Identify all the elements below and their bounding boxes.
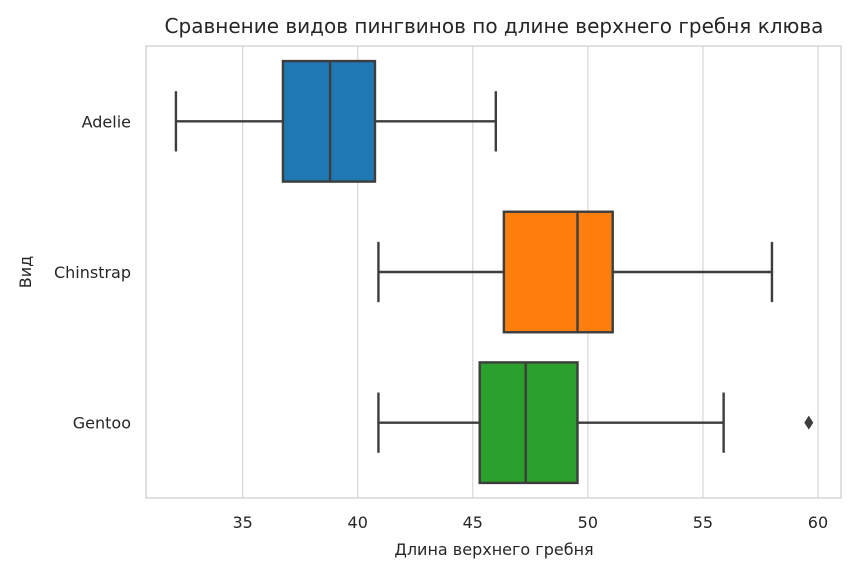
x-axis-label: Длина верхнего гребня [394, 540, 593, 559]
x-tick-labels: 35 40 45 50 55 60 [232, 513, 828, 532]
y-axis-label: Вид [16, 256, 35, 288]
boxes [174, 59, 814, 485]
y-tick-label-adelie: Adelie [82, 112, 131, 131]
y-tick-label-gentoo: Gentoo [73, 414, 131, 433]
box-gentoo [377, 361, 814, 485]
y-tick-labels: Adelie Chinstrap Gentoo [54, 112, 131, 432]
iqr-box-chinstrap [502, 210, 614, 334]
chart-title: Сравнение видов пингвинов по длине верхн… [165, 14, 824, 38]
x-tick-label-50: 50 [578, 513, 598, 532]
x-tick-label-40: 40 [348, 513, 368, 532]
x-tick-label-35: 35 [232, 513, 252, 532]
iqr-box-gentoo [478, 361, 579, 485]
x-tick-label-45: 45 [463, 513, 483, 532]
y-tick-label-chinstrap: Chinstrap [54, 263, 131, 282]
outlier-gentoo-0 [804, 415, 814, 430]
x-tick-label-60: 60 [808, 513, 828, 532]
box-adelie [174, 59, 498, 183]
box-chinstrap [377, 210, 774, 334]
x-tick-label-55: 55 [693, 513, 713, 532]
